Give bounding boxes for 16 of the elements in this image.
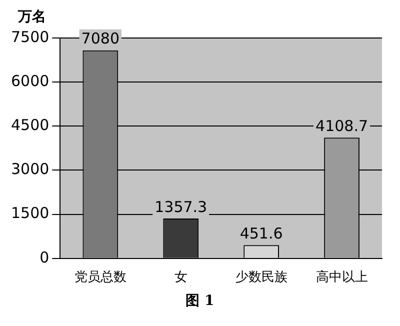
x-tick-label: 女 — [174, 268, 188, 284]
data-label: 7080 — [81, 30, 120, 48]
y-tick-label: 4500 — [10, 116, 50, 134]
caption: 图 1 — [184, 292, 216, 310]
y-tick-label: 6000 — [10, 72, 50, 90]
y-tick-label: 1500 — [10, 204, 50, 222]
data-label: 4108.7 — [316, 117, 368, 136]
data-label: 451.6 — [240, 224, 283, 243]
y-tick-label: 0 — [40, 248, 50, 266]
x-tick-label: 少数民族 — [235, 268, 288, 284]
x-tick-label: 高中以上 — [316, 268, 368, 284]
data-label: 1357.3 — [154, 198, 208, 216]
y-tick-label: 7500 — [10, 28, 50, 46]
x-tick-label: 党员总数 — [74, 268, 126, 284]
y-tick-label: 3000 — [10, 160, 50, 178]
y-axis-title: 万名 — [16, 8, 47, 26]
